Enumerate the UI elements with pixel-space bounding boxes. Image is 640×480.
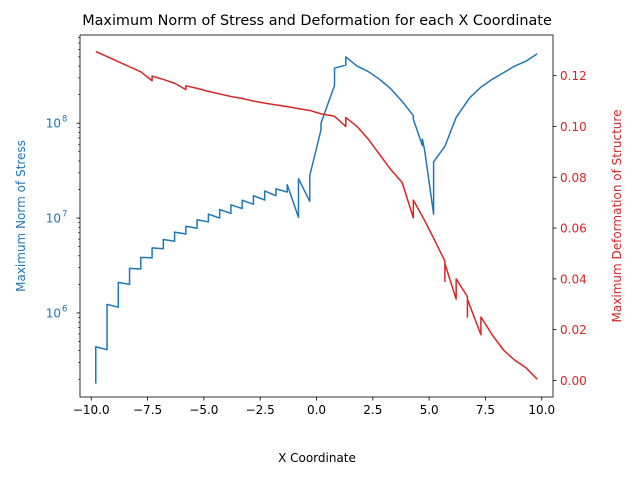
y-right-tick-label: 0.06 (560, 222, 587, 236)
y-right-axis-label: Maximum Deformation of Structure (610, 110, 624, 323)
y-right-tick-label: 0.08 (560, 171, 587, 185)
y-right-tick-label: 0.04 (560, 272, 587, 286)
stress-series-line (95, 53, 538, 384)
y-left-tick-exponent: 6 (62, 304, 67, 314)
y-right-tick-label: 0.10 (560, 120, 587, 134)
y-left-tick-label: 10 (46, 212, 61, 226)
y-left-tick-label: 10 (46, 117, 61, 131)
x-tick-label: −10.0 (73, 403, 110, 417)
x-tick-label: −2.5 (246, 403, 275, 417)
x-tick-label: 7.5 (476, 403, 495, 417)
x-tick-label: 0.0 (307, 403, 326, 417)
x-axis-label: X Coordinate (278, 451, 356, 465)
chart-title: Maximum Norm of Stress and Deformation f… (82, 13, 552, 29)
y-right-axis: 0.00 0.02 0.04 0.06 0.08 0.10 0.12 (553, 69, 587, 388)
x-tick-label: 2.5 (363, 403, 382, 417)
y-left-tick-exponent: 7 (62, 210, 67, 220)
y-left-tick-exponent: 8 (62, 115, 67, 125)
x-axis: −10.0 −7.5 −5.0 −2.5 0.0 2.5 5.0 7.5 10.0 (73, 397, 555, 417)
x-tick-label: −5.0 (189, 403, 218, 417)
x-tick-label: 10.0 (528, 403, 555, 417)
plot-area (95, 50, 538, 384)
deformation-series-line (95, 50, 538, 380)
y-left-tick-label: 10 (46, 306, 61, 320)
y-right-tick-label: 0.02 (560, 323, 587, 337)
x-tick-label: 5.0 (420, 403, 439, 417)
y-right-tick-label: 0.12 (560, 69, 587, 83)
x-tick-label: −7.5 (133, 403, 162, 417)
y-left-axis-label: Maximum Norm of Stress (14, 140, 28, 292)
y-right-tick-label: 0.00 (560, 374, 587, 388)
